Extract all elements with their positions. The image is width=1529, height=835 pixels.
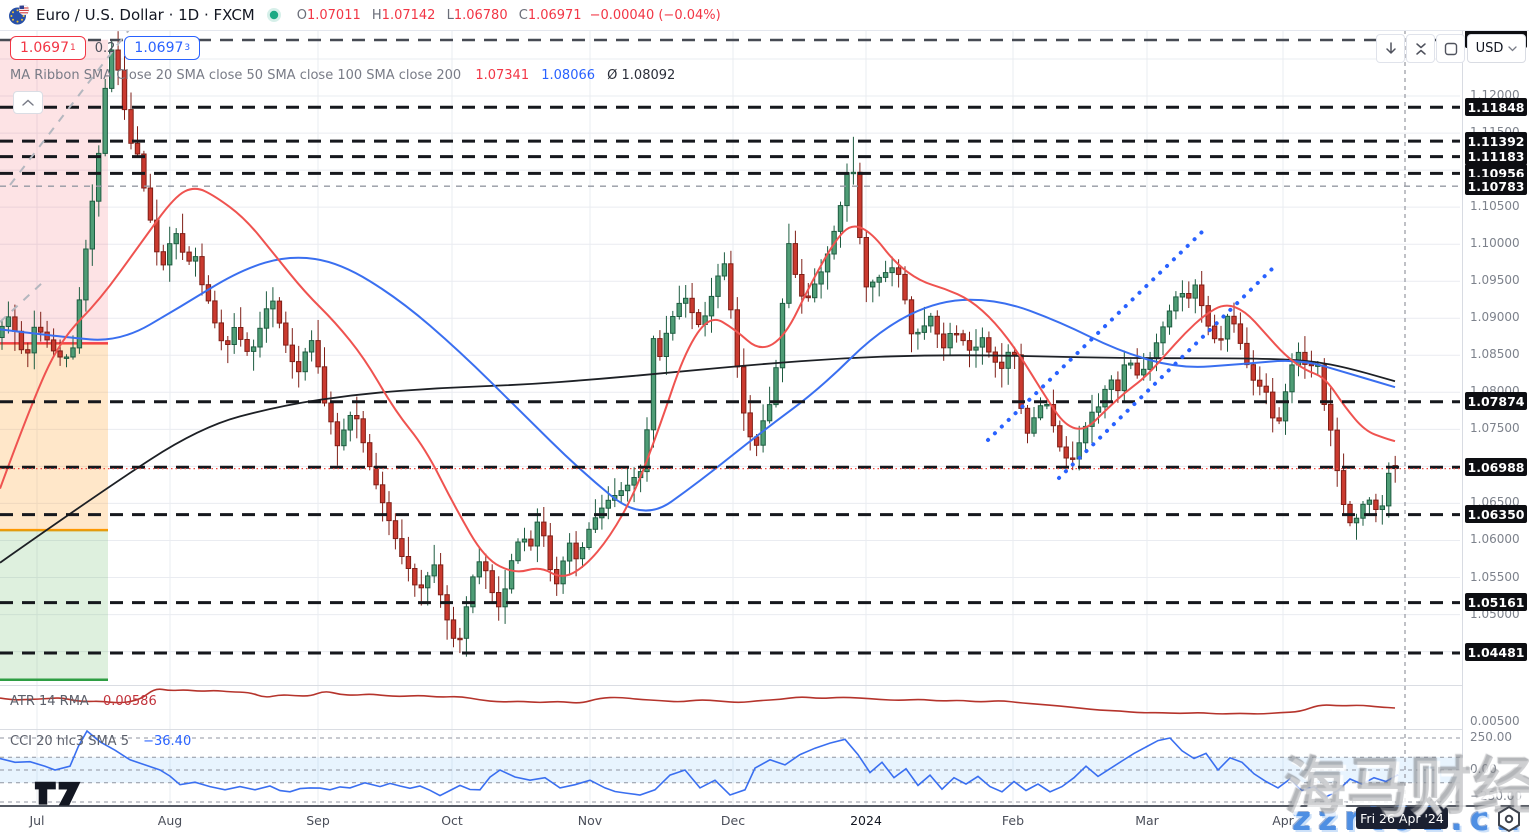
cci-value: −36.40 bbox=[143, 734, 192, 749]
sma50-line bbox=[0, 256, 1396, 512]
price-level-badge: 1.11392 bbox=[1465, 132, 1527, 150]
collapse-panes-button[interactable] bbox=[1406, 34, 1435, 63]
cci-scale-tick: −250.00 bbox=[1470, 789, 1523, 803]
price-tick: 1.08500 bbox=[1470, 347, 1520, 361]
cci-legend[interactable]: CCI 20 hlc3 SMA 5 −36.40 bbox=[10, 734, 191, 749]
legend-collapse-button[interactable] bbox=[13, 91, 43, 114]
ask-price-box[interactable]: 1.0697 3 bbox=[124, 36, 201, 60]
change-value: −0.00040 (−0.04%) bbox=[589, 7, 721, 23]
ma-ribbon-legend[interactable]: MA Ribbon SMA Close 20 SMA close 50 SMA … bbox=[10, 68, 675, 83]
price-tick: 1.10000 bbox=[1470, 236, 1520, 250]
atr-value: 0.00586 bbox=[102, 694, 157, 709]
time-axis-separator bbox=[0, 805, 1529, 807]
time-axis-label: Aug bbox=[157, 813, 183, 828]
pink-zone bbox=[0, 39, 108, 344]
price-scale[interactable]: 1.125001.120001.115001.110001.105001.100… bbox=[1462, 30, 1529, 805]
atr-line bbox=[0, 688, 1396, 715]
crosshair-date-badge: Fri 26 Apr '24 bbox=[1356, 807, 1448, 829]
price-tick: 1.09000 bbox=[1470, 310, 1520, 324]
time-axis-label: Feb bbox=[1001, 813, 1025, 828]
atr-scale-tick: 0.00500 bbox=[1470, 714, 1520, 728]
currency-label: USD bbox=[1475, 41, 1504, 56]
ma-ribbon-label: MA Ribbon SMA Close 20 SMA close 50 SMA … bbox=[10, 68, 462, 83]
price-tick: 1.05500 bbox=[1470, 570, 1520, 584]
maximize-frame-icon bbox=[1444, 42, 1457, 55]
sma20-line bbox=[0, 187, 1396, 577]
open-value: 1.07011 bbox=[306, 7, 361, 23]
pane-separator-cci[interactable] bbox=[0, 729, 1529, 730]
chart-canvas[interactable] bbox=[0, 0, 1462, 805]
price-level-badge: 1.07874 bbox=[1465, 392, 1527, 410]
time-axis[interactable]: Jul Aug Sep Oct Nov Dec 2024 Feb Mar Apr bbox=[0, 807, 1529, 835]
ohlc-readout: O1.07011 H1.07142 L1.06780 C1.06971 bbox=[296, 7, 582, 23]
cci-scale-tick: 250.00 bbox=[1470, 730, 1512, 744]
cci-scale-tick: 0.00 bbox=[1470, 762, 1497, 776]
gray-trend-guide bbox=[9, 21, 136, 186]
chevron-up-icon bbox=[22, 99, 34, 106]
bid-ask-row: 1.0697 1 0.2 1.0697 3 bbox=[10, 36, 201, 60]
cci-label: CCI 20 hlc3 SMA 5 bbox=[10, 734, 129, 749]
maximize-pane-button[interactable] bbox=[1436, 34, 1465, 63]
currency-selector[interactable]: USD bbox=[1467, 34, 1526, 63]
price-tick: 1.10500 bbox=[1470, 199, 1520, 213]
time-axis-label: Nov bbox=[577, 813, 603, 828]
down-arrow-icon bbox=[1385, 41, 1396, 54]
dotted-trendline bbox=[986, 229, 1205, 442]
chevron-down-icon bbox=[1508, 45, 1518, 51]
symbol-header-bar: Euro / U.S. Dollar · 1D · FXCM O1.07011 … bbox=[0, 0, 1529, 31]
high-value: 1.07142 bbox=[381, 7, 436, 23]
price-level-badge: 1.05161 bbox=[1465, 593, 1527, 611]
hexagon-gear-icon bbox=[1498, 805, 1520, 833]
price-level-badge: 1.04481 bbox=[1465, 643, 1527, 661]
sma200-line bbox=[0, 354, 1396, 564]
spread-value: 0.2 bbox=[94, 40, 116, 56]
ma-fast-value: 1.07341 bbox=[475, 68, 530, 83]
bid-price-box[interactable]: 1.0697 1 bbox=[10, 36, 86, 60]
eurusd-pair-icon[interactable] bbox=[8, 4, 30, 26]
low-value: 1.06780 bbox=[453, 7, 508, 23]
time-axis-label: Dec bbox=[720, 813, 746, 828]
scroll-to-recent-button[interactable] bbox=[1376, 34, 1405, 63]
time-axis-label: Mar bbox=[1135, 813, 1159, 828]
candles-layer bbox=[0, 31, 1398, 657]
tradingview-logo[interactable] bbox=[33, 780, 111, 812]
atr-label: ATR 14 RMA bbox=[10, 694, 89, 709]
price-level-badge: 1.10783 bbox=[1465, 177, 1527, 195]
price-level-badge: 1.11848 bbox=[1465, 98, 1527, 116]
pane-separator-atr[interactable] bbox=[0, 685, 1529, 686]
time-axis-label: Sep bbox=[306, 813, 330, 828]
price-tick: 1.07500 bbox=[1470, 421, 1520, 435]
collapse-chevrons-icon bbox=[1415, 42, 1426, 55]
symbol-title[interactable]: Euro / U.S. Dollar · 1D · FXCM bbox=[36, 6, 255, 24]
cci-line bbox=[0, 729, 1399, 798]
price-level-badge: 1.06350 bbox=[1465, 505, 1527, 523]
time-axis-label: Oct bbox=[441, 813, 463, 828]
ma-mid-value: 1.08066 bbox=[541, 68, 596, 83]
time-axis-label: Apr bbox=[1272, 813, 1294, 828]
price-level-badge: 1.06988 bbox=[1465, 458, 1527, 476]
atr-legend[interactable]: ATR 14 RMA 0.00586 bbox=[10, 694, 157, 709]
time-axis-label: 2024 bbox=[850, 813, 882, 828]
orange-zone bbox=[0, 343, 108, 531]
price-tick: 1.06000 bbox=[1470, 532, 1520, 546]
dotted-trendline bbox=[1057, 266, 1275, 480]
price-level-badge: 1.11183 bbox=[1465, 147, 1527, 165]
ma-average-value: Ø 1.08092 bbox=[607, 68, 676, 83]
green-zone bbox=[0, 530, 108, 680]
time-axis-label: Jul bbox=[29, 813, 45, 828]
close-value: 1.06971 bbox=[527, 7, 582, 23]
price-tick: 1.09500 bbox=[1470, 273, 1520, 287]
market-status-dot[interactable] bbox=[265, 6, 283, 24]
